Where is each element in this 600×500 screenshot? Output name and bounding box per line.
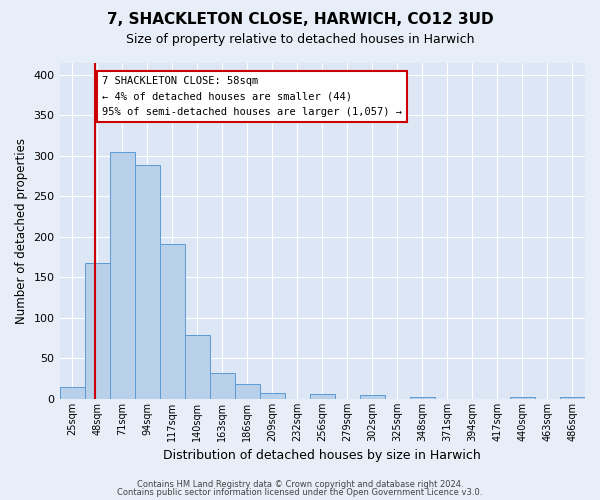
Bar [235, 384, 260, 399]
Bar [209, 373, 235, 399]
Bar [260, 392, 285, 399]
Bar [134, 166, 160, 399]
Text: Contains HM Land Registry data © Crown copyright and database right 2024.: Contains HM Land Registry data © Crown c… [137, 480, 463, 489]
Text: 7, SHACKLETON CLOSE, HARWICH, CO12 3UD: 7, SHACKLETON CLOSE, HARWICH, CO12 3UD [107, 12, 493, 28]
Bar [110, 152, 134, 399]
Bar [560, 398, 585, 399]
Bar [510, 396, 535, 399]
Bar [160, 244, 185, 399]
Text: 7 SHACKLETON CLOSE: 58sqm
← 4% of detached houses are smaller (44)
95% of semi-d: 7 SHACKLETON CLOSE: 58sqm ← 4% of detach… [102, 76, 402, 116]
Bar [410, 398, 435, 399]
Y-axis label: Number of detached properties: Number of detached properties [15, 138, 28, 324]
Text: Contains public sector information licensed under the Open Government Licence v3: Contains public sector information licen… [118, 488, 482, 497]
Text: Size of property relative to detached houses in Harwich: Size of property relative to detached ho… [126, 32, 474, 46]
X-axis label: Distribution of detached houses by size in Harwich: Distribution of detached houses by size … [163, 450, 481, 462]
Bar [185, 335, 209, 399]
Bar [85, 263, 110, 399]
Bar [59, 387, 85, 399]
Bar [310, 394, 335, 399]
Bar [360, 395, 385, 399]
